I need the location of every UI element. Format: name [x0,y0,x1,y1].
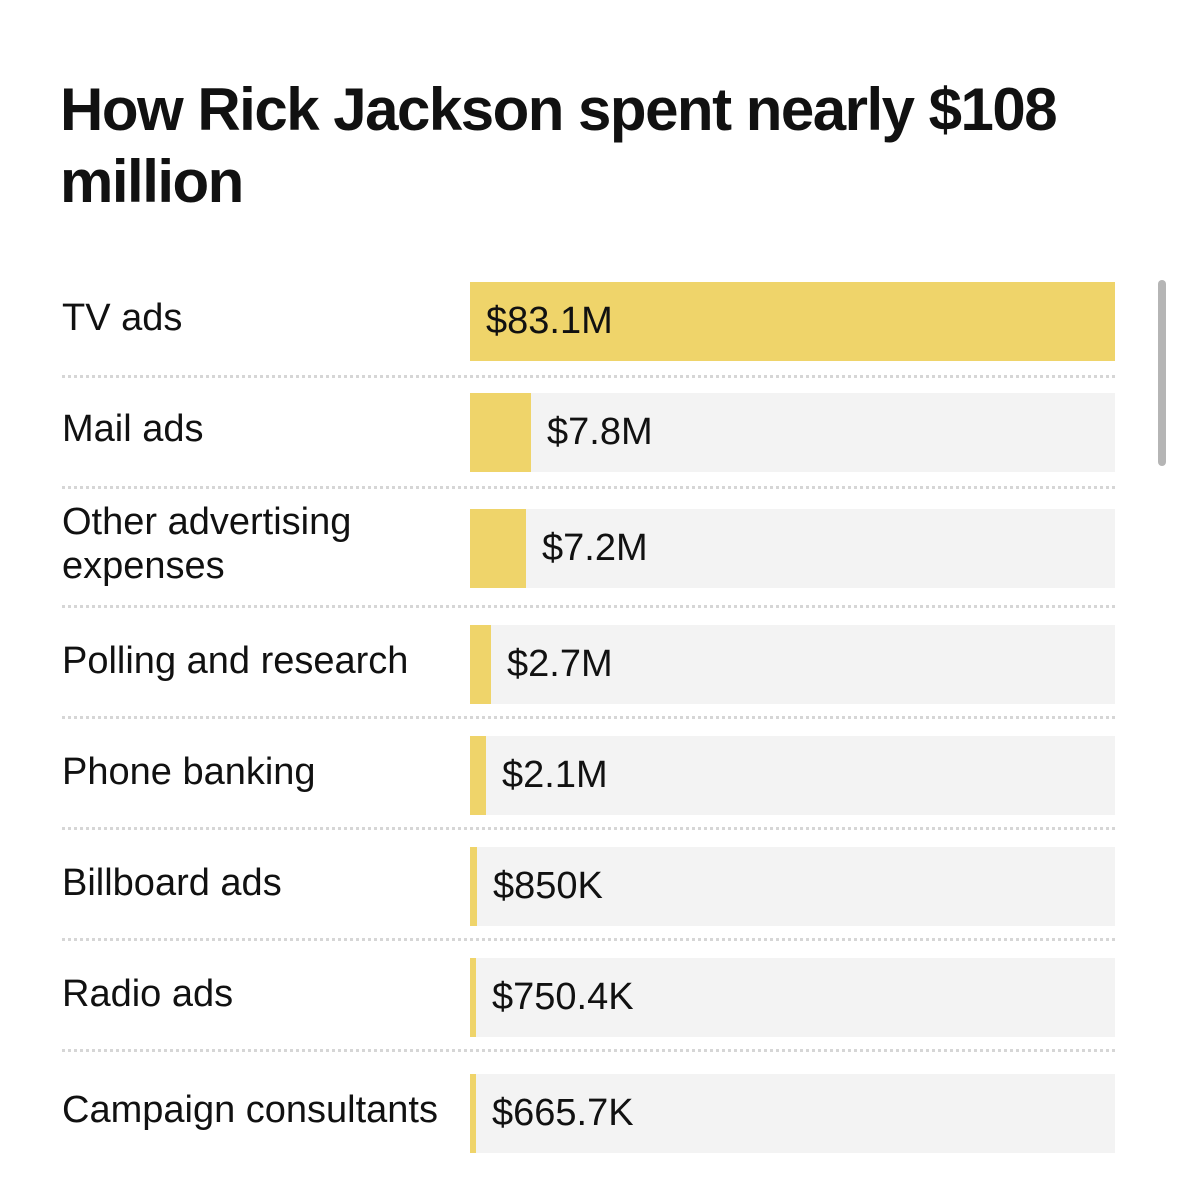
category-label: Billboard ads [62,862,282,904]
bar [470,282,1115,361]
row-divider [62,1049,1115,1052]
scrollbar-thumb[interactable] [1158,280,1166,466]
data-label: $7.2M [542,527,648,569]
bar [470,1074,476,1153]
row-divider [62,605,1115,608]
bar-track: $83.1M [470,282,1115,361]
bar [470,509,526,588]
bar [470,958,476,1037]
category-label: Phone banking [62,751,316,793]
data-label: $850K [493,865,603,907]
category-label: TV ads [62,297,183,339]
row-divider [62,375,1115,378]
data-label: $83.1M [486,300,613,342]
chart-title: How Rick Jackson spent nearly $108 milli… [60,76,1058,215]
category-label: Other advertising expenses [62,501,352,587]
bar-track: $2.1M [470,736,1115,815]
bar [470,393,531,472]
bar [470,736,486,815]
category-label: Mail ads [62,408,204,450]
bar [470,625,491,704]
row-divider [62,938,1115,941]
data-label: $2.1M [502,754,608,796]
bar-track: $2.7M [470,625,1115,704]
bar-track: $7.8M [470,393,1115,472]
category-label: Polling and research [62,640,409,682]
bar-track: $750.4K [470,958,1115,1037]
data-label: $750.4K [492,976,634,1018]
bar-track: $7.2M [470,509,1115,588]
row-divider [62,486,1115,489]
data-label: $665.7K [492,1092,634,1134]
data-label: $7.8M [547,411,653,453]
bar [470,847,477,926]
row-divider [62,716,1115,719]
row-divider [62,827,1115,830]
data-label: $2.7M [507,643,613,685]
bar-track: $850K [470,847,1115,926]
bar-track: $665.7K [470,1074,1115,1153]
category-label: Radio ads [62,973,234,1015]
category-label: Campaign consultants [62,1089,438,1131]
